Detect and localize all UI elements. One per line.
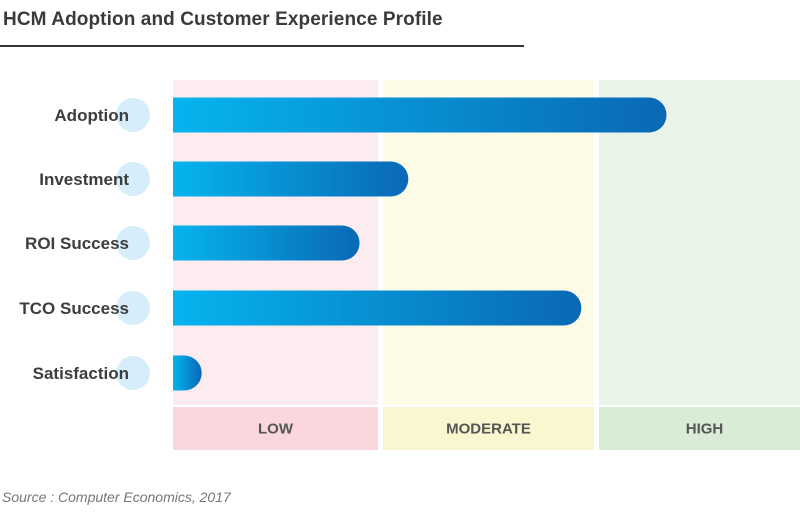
bubble-adoption <box>116 98 150 132</box>
category-labels: Adoption Investment ROI Success TCO Success… <box>19 106 129 383</box>
category-label-roi-success: ROI Success <box>25 234 129 253</box>
bar-investment <box>173 161 409 197</box>
band-label-low: LOW <box>258 421 294 438</box>
band-moderate <box>383 80 594 405</box>
band-label-box-low <box>173 407 378 450</box>
bar-roi-success <box>173 225 360 261</box>
band-label-moderate: MODERATE <box>446 421 531 438</box>
source-note: Source : Computer Economics, 2017 <box>2 489 231 505</box>
category-label-adoption: Adoption <box>54 106 129 125</box>
bar-tco-success <box>173 290 582 326</box>
bar-adoption <box>173 97 667 133</box>
band-label-high: HIGH <box>686 421 724 438</box>
bubble-roi-success <box>116 226 150 260</box>
bubble-investment <box>116 162 150 196</box>
band-labels: LOW MODERATE HIGH <box>173 407 800 450</box>
band-label-box-moderate <box>383 407 594 450</box>
bubble-tco-success <box>116 291 150 325</box>
bars <box>173 97 667 391</box>
band-label-box-high <box>599 407 800 450</box>
category-label-tco-success: TCO Success <box>19 299 129 318</box>
bar-satisfaction <box>173 355 202 391</box>
category-label-satisfaction: Satisfaction <box>33 364 129 383</box>
category-bubbles <box>116 98 150 390</box>
bubble-satisfaction <box>116 356 150 390</box>
chart-title: HCM Adoption and Customer Experience Pro… <box>3 9 443 30</box>
band-high <box>599 80 800 405</box>
category-label-investment: Investment <box>39 170 129 189</box>
title-underline <box>0 45 524 47</box>
